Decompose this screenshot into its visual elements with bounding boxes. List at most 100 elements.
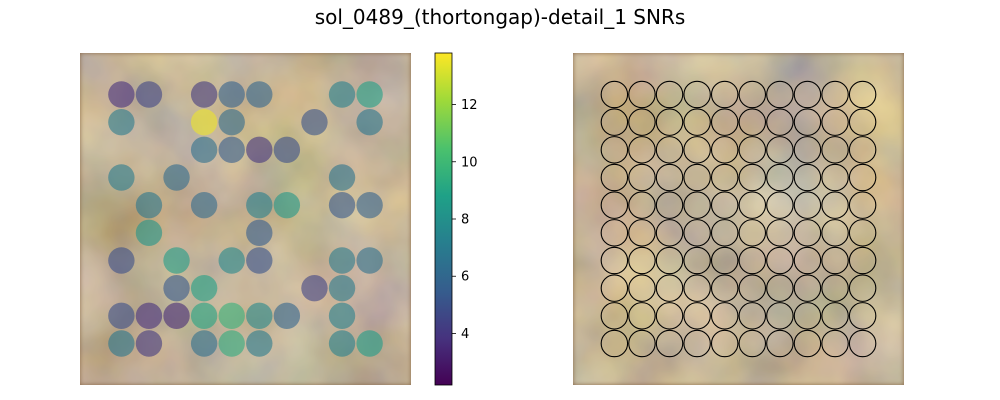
grid-circle (655, 163, 684, 192)
grid-circle (710, 302, 739, 330)
snr-point (190, 274, 218, 302)
snr-point (190, 330, 218, 357)
grid-circle (710, 329, 739, 358)
grid-circle (655, 302, 684, 330)
grid-circle (821, 246, 849, 275)
grid-circle (848, 246, 877, 275)
left-terrain-image (80, 53, 411, 385)
grid-circle (766, 219, 794, 247)
grid-circle (600, 274, 629, 302)
snr-point (356, 81, 383, 108)
snr-point (328, 302, 356, 330)
grid-circle (848, 302, 877, 330)
grid-circle (710, 108, 739, 136)
snr-point (135, 191, 163, 219)
snr-point (328, 274, 356, 302)
snr-point (273, 191, 301, 219)
right-panel (573, 53, 904, 385)
grid-circle (683, 329, 711, 358)
grid-circle (683, 136, 711, 164)
grid-circle (738, 191, 767, 219)
snr-point (301, 108, 328, 136)
snr-point (108, 81, 135, 108)
grid-circle (683, 191, 711, 219)
grid-circle (738, 163, 767, 192)
grid-circle (628, 302, 656, 330)
snr-point (328, 191, 356, 219)
grid-circle (600, 108, 629, 136)
figure-title: sol_0489_(thortongap)-detail_1 SNRs (314, 5, 686, 29)
snr-point (356, 108, 383, 136)
grid-circle (793, 302, 822, 330)
grid-circle (793, 136, 822, 164)
snr-point (246, 81, 273, 108)
snr-point (190, 81, 218, 108)
grid-circle (793, 274, 822, 302)
grid-circle (766, 191, 794, 219)
grid-circle (766, 246, 794, 275)
colorbar-tick-label: 10 (461, 155, 478, 170)
grid-circle (655, 274, 684, 302)
snr-point (163, 164, 190, 191)
snr-point (218, 81, 245, 108)
snr-point (356, 247, 383, 274)
grid-circle (628, 246, 656, 275)
grid-circle (848, 136, 877, 164)
grid-circle (628, 191, 656, 219)
grid-circle (766, 163, 794, 192)
snr-point (218, 330, 245, 357)
snr-points-layer (108, 81, 383, 357)
colorbar-ticks: 4 6 8 10 12 (452, 98, 478, 342)
grid-circle (793, 329, 822, 358)
grid-circle (710, 246, 739, 275)
snr-point (108, 247, 135, 274)
grid-circle (710, 219, 739, 247)
grid-circle (821, 191, 849, 219)
colorbar-tick-label: 8 (461, 213, 469, 228)
snr-point (190, 302, 218, 330)
grid-circle (821, 136, 849, 164)
snr-point (273, 136, 301, 164)
grid-circle (710, 274, 739, 302)
grid-circle (793, 219, 822, 247)
grid-circle (738, 80, 767, 109)
snr-point (328, 330, 356, 357)
grid-circle (738, 136, 767, 164)
grid-circle (766, 80, 794, 109)
colorbar: 4 6 8 10 12 (434, 52, 478, 386)
grid-circle (738, 302, 767, 330)
left-panel (80, 53, 411, 385)
grid-circle (683, 219, 711, 247)
grid-circle (655, 329, 684, 358)
right-terrain-image (573, 53, 904, 385)
grid-circle (628, 163, 656, 192)
colorbar-tick-label: 12 (461, 98, 478, 113)
snr-point (273, 302, 301, 330)
grid-circle (628, 80, 656, 109)
grid-circle (600, 80, 629, 109)
grid-circle (683, 163, 711, 192)
snr-point (328, 164, 356, 191)
grid-circle (655, 108, 684, 136)
grid-circle (710, 136, 739, 164)
grid-circle (848, 191, 877, 219)
grid-circle (600, 191, 629, 219)
snr-point (218, 247, 245, 274)
snr-point (218, 108, 245, 136)
grid-circle (628, 219, 656, 247)
grid-circle (793, 246, 822, 275)
snr-point (356, 191, 383, 219)
grid-circle (738, 219, 767, 247)
grid-circle (766, 136, 794, 164)
grid-circle (655, 219, 684, 247)
grid-circle (793, 191, 822, 219)
snr-point (328, 81, 356, 108)
grid-circle (848, 274, 877, 302)
snr-point (246, 219, 273, 247)
snr-point (218, 302, 245, 330)
snr-point (108, 302, 135, 330)
grid-circle (821, 329, 849, 358)
grid-circle (628, 274, 656, 302)
grid-circle (821, 108, 849, 136)
